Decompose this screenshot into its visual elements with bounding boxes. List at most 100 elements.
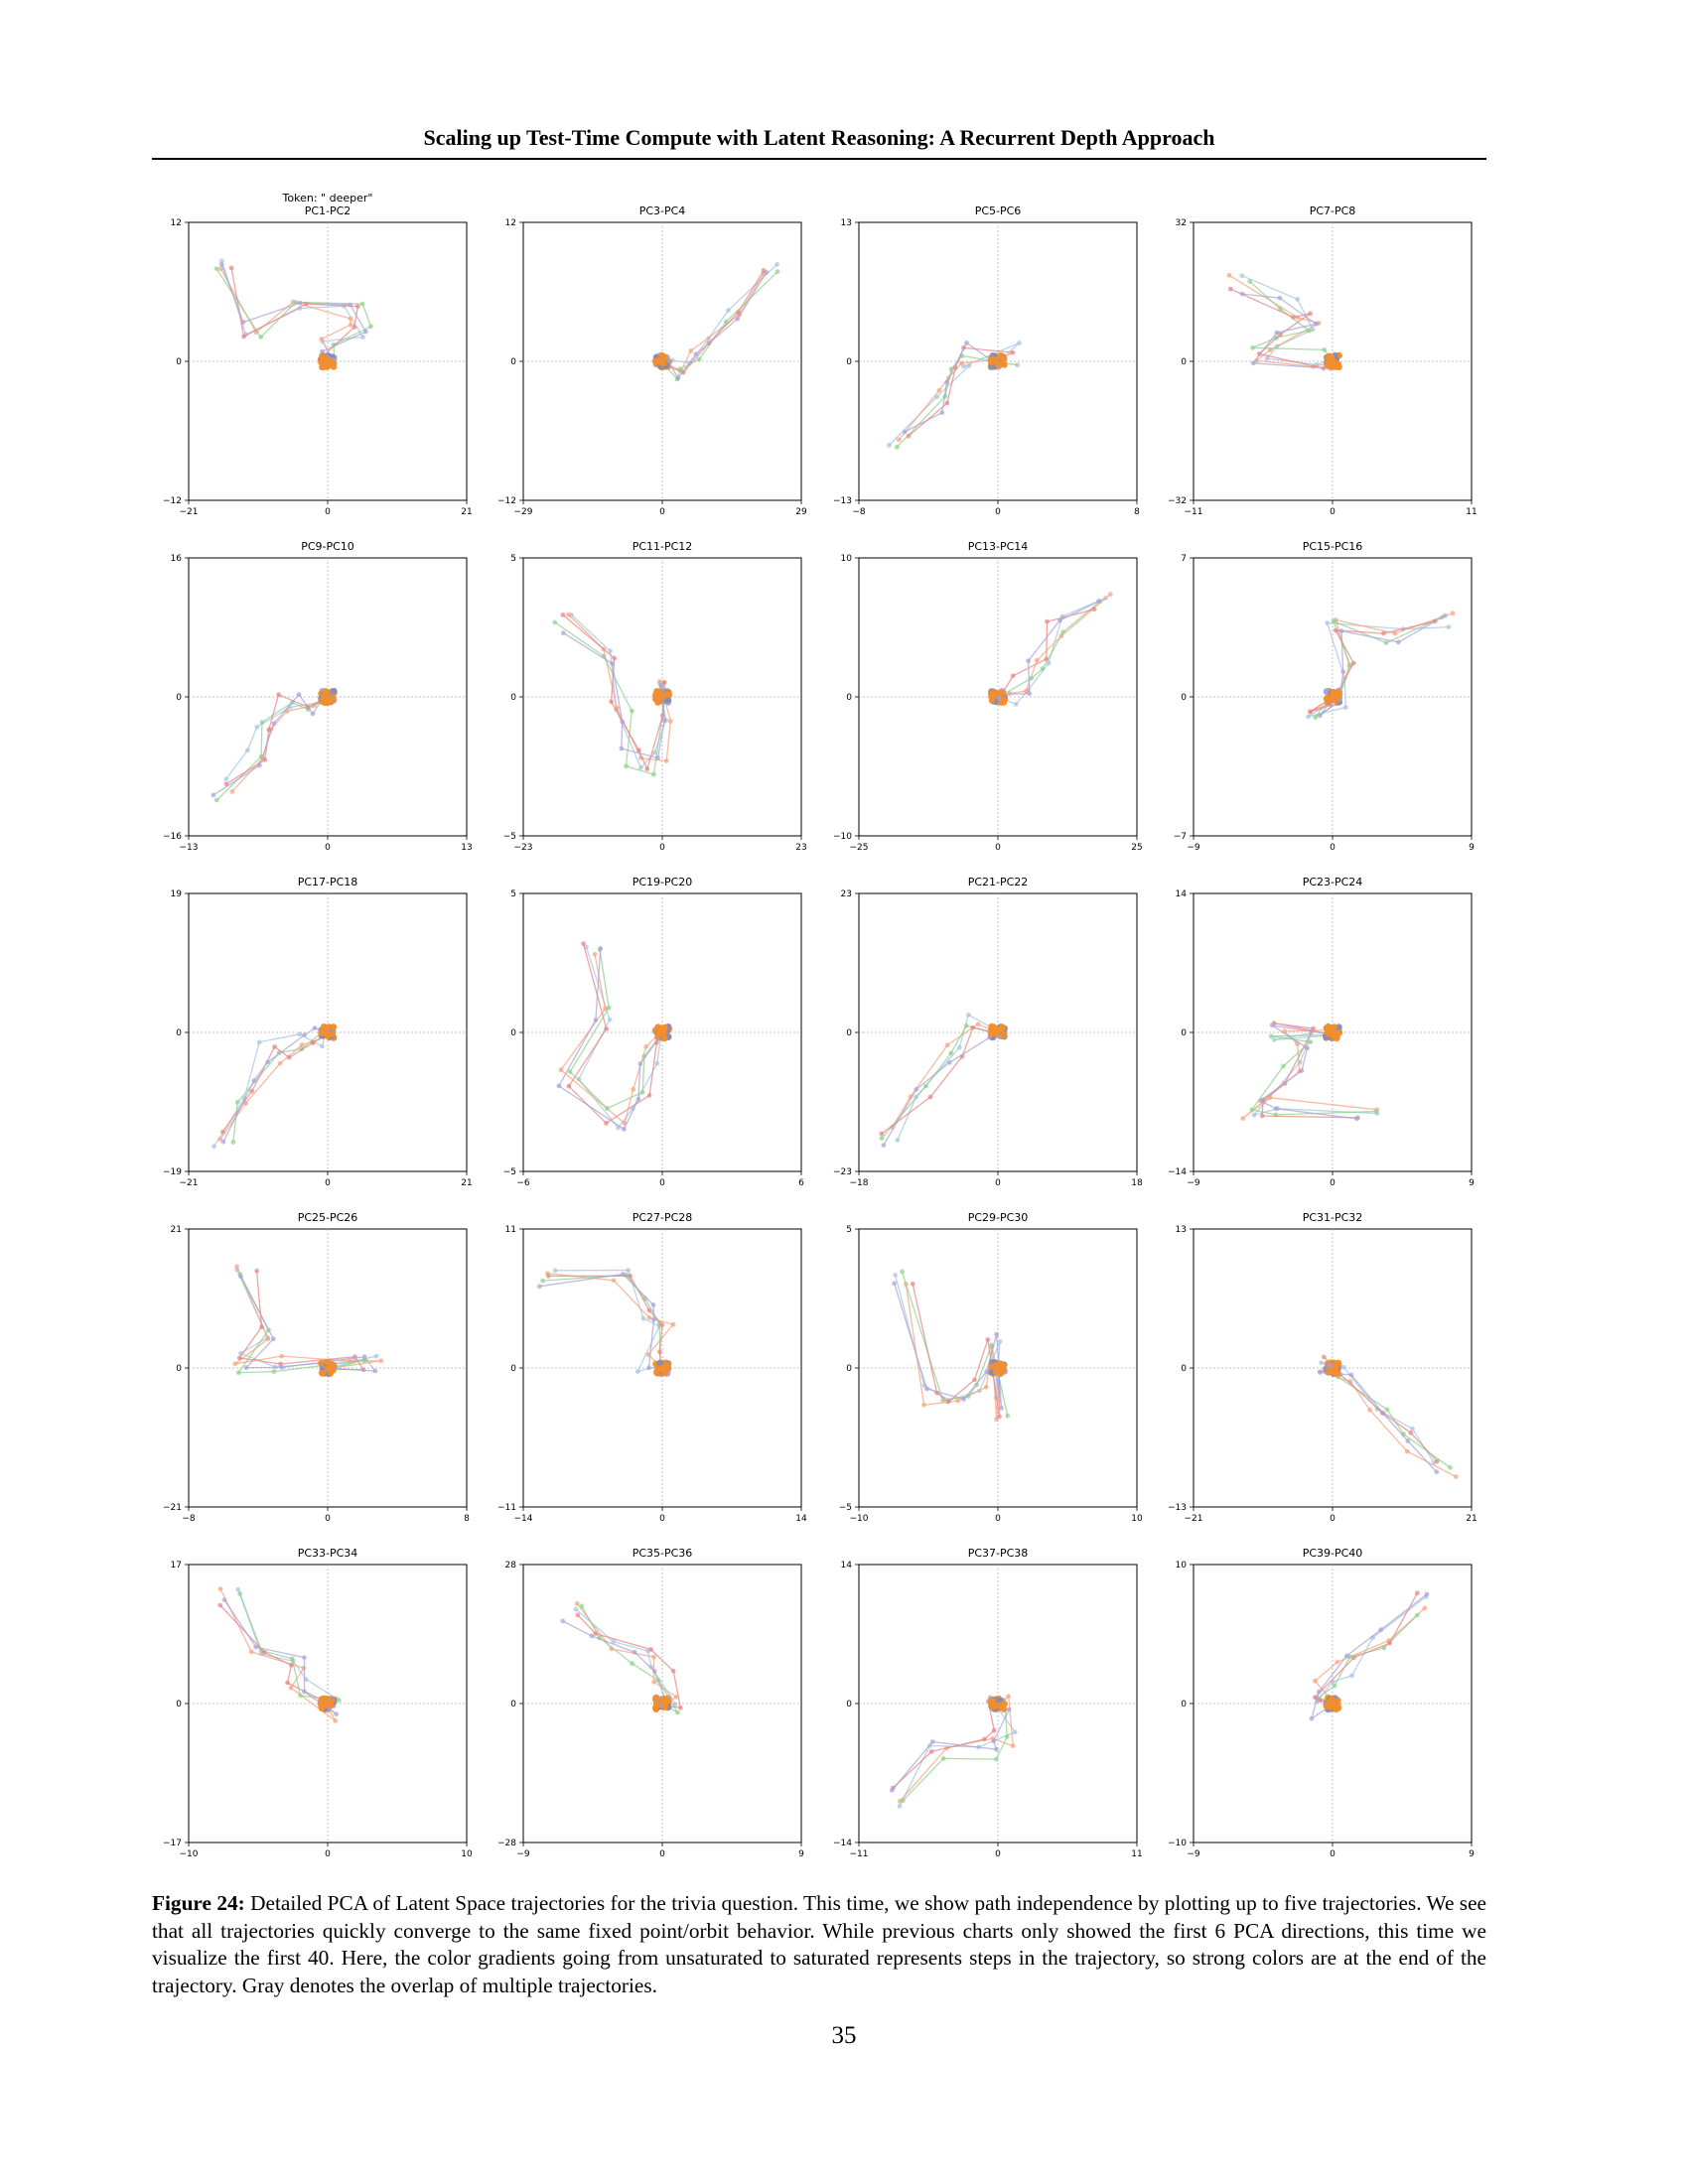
trajectory-point: [265, 1336, 271, 1342]
trajectory-point: [900, 1269, 905, 1275]
x-tick-label: 0: [325, 1849, 331, 1859]
trajectory-point: [593, 1631, 599, 1636]
trajectory-point: [1006, 1694, 1012, 1700]
trajectory-point: [895, 1138, 901, 1143]
trajectory-point: [631, 1087, 636, 1092]
trajectory-point: [289, 1656, 295, 1662]
trajectory-point: [1381, 1645, 1387, 1651]
x-tick-label: −25: [850, 843, 869, 853]
trajectory-point: [352, 325, 357, 330]
trajectory-point: [663, 758, 669, 763]
trajectory-point: [1326, 363, 1334, 370]
trajectory-point: [259, 1324, 264, 1330]
trajectory-point: [279, 1365, 285, 1370]
pca-panel: PC29-PC30 −10 5 0 0 10 −5: [839, 1211, 1143, 1524]
x-tick-label: 6: [798, 1178, 804, 1188]
trajectory-point: [989, 355, 996, 363]
x-tick-label: 0: [1330, 1849, 1336, 1859]
trajectory-point: [1291, 315, 1296, 320]
trajectory-point: [302, 1032, 307, 1037]
trajectory-point: [229, 789, 235, 794]
y-tick-label: −10: [833, 832, 852, 842]
trajectory-point: [1331, 1024, 1337, 1030]
trajectory-point: [271, 1369, 277, 1374]
trajectory-point: [236, 1355, 242, 1361]
trajectory-point: [630, 708, 634, 714]
trajectory-point: [256, 1039, 262, 1045]
x-tick-label: −14: [514, 1514, 533, 1524]
trajectory-point: [658, 683, 664, 688]
trajectory-point: [646, 1307, 652, 1313]
trajectory-point: [258, 335, 264, 340]
trajectory-point: [659, 694, 666, 701]
trajectory-point: [897, 1804, 903, 1809]
y-tick-label: −23: [833, 1167, 852, 1177]
y-tick-label: 5: [510, 889, 516, 899]
trajectory-point: [1317, 1370, 1323, 1375]
x-tick-label: 0: [1330, 1514, 1336, 1524]
trajectory-point: [579, 1603, 585, 1609]
trajectory-point: [656, 1029, 663, 1036]
y-tick-label: −11: [497, 1503, 516, 1513]
trajectory-point: [1006, 1706, 1012, 1712]
trajectory-point: [1269, 1023, 1275, 1028]
trajectory-point: [540, 1278, 545, 1284]
trajectory-point: [327, 1702, 335, 1708]
trajectory-point: [1316, 1689, 1322, 1695]
trajectory-point: [657, 679, 662, 684]
trajectory-point: [607, 1017, 613, 1023]
trajectory-point: [213, 797, 219, 803]
trajectory-point: [964, 341, 969, 345]
trajectory-point: [1267, 1095, 1273, 1101]
panel-title: PC23-PC24: [1303, 876, 1363, 888]
y-tick-label: −14: [1168, 1167, 1187, 1177]
trajectory-point: [558, 1067, 564, 1073]
trajectory-point: [1024, 688, 1029, 694]
x-tick-label: 29: [795, 507, 807, 517]
y-tick-label: 0: [1181, 1700, 1187, 1709]
trajectory-point: [736, 310, 741, 315]
trajectory-point: [1434, 1458, 1440, 1464]
trajectory-point: [1273, 1106, 1279, 1112]
trajectory-point: [1010, 673, 1016, 679]
caption-label: Figure 24:: [152, 1891, 245, 1915]
trajectory-point: [244, 748, 250, 753]
trajectory-point: [991, 1738, 997, 1744]
trajectory-point: [944, 379, 949, 385]
x-tick-label: −23: [514, 843, 533, 853]
trajectory-point: [378, 1358, 384, 1364]
trajectory-point: [638, 765, 643, 770]
trajectory-point: [927, 1094, 933, 1100]
trajectory-point: [1060, 629, 1066, 635]
trajectory-point: [1336, 1029, 1343, 1036]
trajectory-point: [235, 1586, 241, 1592]
trajectory-point: [1313, 322, 1319, 327]
trajectory-point: [997, 1414, 1002, 1420]
trajectory-point: [646, 1365, 651, 1371]
trajectory-point: [1340, 669, 1346, 675]
y-tick-label: 0: [846, 1364, 852, 1374]
pca-panel: PC21-PC22 −18 23 0 0 18 −23: [833, 876, 1143, 1188]
trajectory-point: [1392, 630, 1398, 636]
trajectory-point: [560, 630, 566, 635]
trajectory-point: [622, 1127, 627, 1132]
trajectory-point: [985, 1337, 991, 1342]
x-tick-label: 18: [1131, 1178, 1143, 1188]
trajectory-point: [1000, 1032, 1007, 1039]
x-tick-label: 0: [325, 507, 331, 517]
trajectory-point: [648, 1664, 654, 1670]
y-tick-label: −12: [163, 496, 182, 506]
panel-title: PC31-PC32: [1303, 1211, 1363, 1224]
trajectory-point: [640, 1315, 646, 1321]
x-tick-label: 0: [995, 1178, 1001, 1188]
trajectory-point: [648, 1647, 653, 1652]
trajectory-point: [636, 748, 641, 753]
trajectory-point: [723, 319, 729, 325]
trajectory-point: [611, 1639, 617, 1644]
x-tick-label: 9: [1469, 843, 1475, 853]
trajectory-point: [1408, 1430, 1414, 1435]
trajectory-point: [360, 335, 365, 340]
trajectory-point: [230, 1140, 236, 1145]
trajectory-point: [661, 1704, 669, 1710]
trajectory-point: [735, 316, 741, 322]
